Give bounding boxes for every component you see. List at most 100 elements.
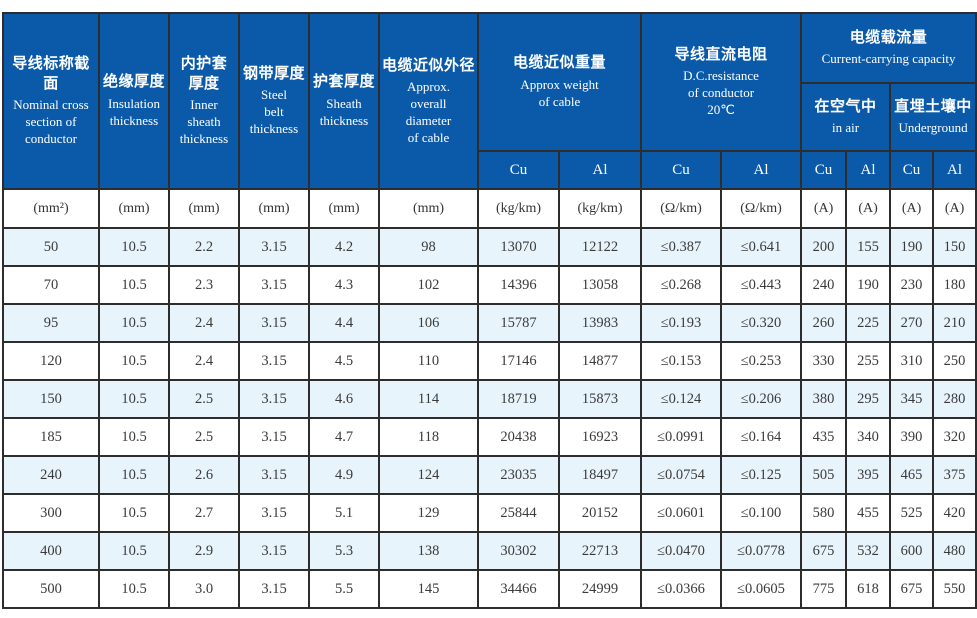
cell: 10.5 — [98, 531, 170, 571]
table-row: 400 10.5 2.9 3.15 5.3 138 30302 22713 ≤0.0470 ≤0.… — [2, 531, 977, 571]
header-zh-text: 绝缘厚度 — [102, 74, 165, 91]
cell: 150 — [932, 227, 977, 267]
cell: 280 — [932, 379, 977, 419]
cell: 10.5 — [98, 493, 170, 533]
cell: 250 — [932, 341, 977, 381]
cell: 98 — [378, 227, 479, 267]
cell: 10.5 — [98, 227, 170, 267]
cell: ≤0.153 — [640, 341, 723, 381]
col-header-overall-diameter: 电缆近似外径 Approx. overall diameter of cable — [378, 12, 479, 190]
cell: 3.15 — [238, 227, 310, 267]
table-row: 95 10.5 2.4 3.15 4.4 106 15787 13983 ≤0.193 ≤0.32… — [2, 303, 977, 343]
unit-cell: (kg/km) — [557, 188, 643, 229]
unit-cell: (A) — [889, 188, 935, 229]
cell: 500 — [2, 569, 100, 609]
col-header-nominal-section: 导线标称截面 Nominal cross section of conducto… — [2, 12, 100, 190]
cell: 240 — [800, 265, 848, 305]
header-en-text: Approx. overall diameter of cable — [405, 78, 452, 145]
unit-cell: (kg/km) — [477, 188, 560, 229]
cell: 17146 — [477, 341, 560, 381]
cell: 30302 — [477, 531, 560, 571]
cell: 2.4 — [168, 341, 240, 381]
cell: 10.5 — [98, 265, 170, 305]
units-row: (mm²) (mm) (mm) (mm) (mm) (mm) (kg/km) (… — [2, 188, 977, 229]
col-header-inner-sheath-thickness: 内护套 厚度 Inner sheath thickness — [168, 12, 240, 190]
cell: 3.15 — [238, 455, 310, 495]
cell: ≤0.387 — [640, 227, 723, 267]
unit-cell: (Ω/km) — [640, 188, 723, 229]
unit-cell: (A) — [932, 188, 977, 229]
table-row: 300 10.5 2.7 3.15 5.1 129 25844 20152 ≤0.0601 ≤0.… — [2, 493, 977, 533]
cell: 15873 — [557, 379, 643, 419]
cell: 330 — [800, 341, 848, 381]
header-en-text: Nominal cross section of conductor — [13, 97, 89, 147]
cell: 3.15 — [238, 417, 310, 457]
subgroup-header-underground: 直埋土壤中 Underground — [889, 82, 977, 152]
cell: 10.5 — [98, 341, 170, 381]
cell: 145 — [378, 569, 479, 609]
cell: 13058 — [557, 265, 643, 305]
cell: ≤0.268 — [640, 265, 723, 305]
header-en-text: Inner sheath thickness — [179, 97, 229, 147]
cell: 532 — [845, 531, 892, 571]
header-en-text: Current-carrying capacity — [821, 51, 956, 67]
cell: 375 — [932, 455, 977, 495]
unit-cell: (A) — [800, 188, 848, 229]
metal-header-weight-al: Al — [557, 150, 643, 190]
cell: 102 — [378, 265, 479, 305]
cell: 190 — [845, 265, 892, 305]
cell: 200 — [800, 227, 848, 267]
cell: 15787 — [477, 303, 560, 343]
cell: 138 — [378, 531, 479, 571]
cell: 775 — [800, 569, 848, 609]
cell: 4.3 — [308, 265, 380, 305]
cell: 12122 — [557, 227, 643, 267]
cell: 380 — [800, 379, 848, 419]
col-header-sheath-thickness: 护套厚度 Sheath thickness — [308, 12, 380, 190]
cell: 270 — [889, 303, 935, 343]
cell: ≤0.193 — [640, 303, 723, 343]
table-row: 240 10.5 2.6 3.15 4.9 124 23035 18497 ≤0.0754 ≤0.… — [2, 455, 977, 495]
cell: ≤0.0605 — [720, 569, 803, 609]
header-en-text: Approx weight of cable — [520, 76, 599, 109]
cell: ≤0.0778 — [720, 531, 803, 571]
cable-spec-table: 导线标称截面 Nominal cross section of conducto… — [2, 12, 977, 609]
cell: 2.9 — [168, 531, 240, 571]
subgroup-header-in-air: 在空气中 in air — [800, 82, 892, 152]
cell: 185 — [2, 417, 100, 457]
cell: 16923 — [557, 417, 643, 457]
cell: 18497 — [557, 455, 643, 495]
cell: 5.5 — [308, 569, 380, 609]
cell: 390 — [889, 417, 935, 457]
cell: 24999 — [557, 569, 643, 609]
cell: 395 — [845, 455, 892, 495]
header-zh-text: 导线标称截面 — [12, 55, 90, 93]
metal-header-resistance-cu: Cu — [640, 150, 723, 190]
cell: 50 — [2, 227, 100, 267]
metal-header-resistance-al: Al — [720, 150, 803, 190]
header-en-text: Underground — [898, 120, 968, 136]
cell: 465 — [889, 455, 935, 495]
unit-cell: (mm) — [98, 188, 170, 229]
cell: ≤0.443 — [720, 265, 803, 305]
cell: ≤0.206 — [720, 379, 803, 419]
cell: 106 — [378, 303, 479, 343]
cell: 420 — [932, 493, 977, 533]
cell: 4.9 — [308, 455, 380, 495]
cell: 3.15 — [238, 341, 310, 381]
table-row: 185 10.5 2.5 3.15 4.7 118 20438 16923 ≤0.0991 ≤0.… — [2, 417, 977, 457]
cell: 3.15 — [238, 265, 310, 305]
header-zh-text: 导线直流电阻 — [674, 47, 768, 64]
cell: 70 — [2, 265, 100, 305]
cell: 14396 — [477, 265, 560, 305]
cell: 124 — [378, 455, 479, 495]
header-zh-text: 内护套 厚度 — [180, 55, 228, 93]
cell: 2.2 — [168, 227, 240, 267]
cell: 295 — [845, 379, 892, 419]
cell: ≤0.100 — [720, 493, 803, 533]
cell: 5.3 — [308, 531, 380, 571]
cell: 13983 — [557, 303, 643, 343]
cell: 13070 — [477, 227, 560, 267]
cell: 4.4 — [308, 303, 380, 343]
group-header-approx-weight: 电缆近似重量 Approx weight of cable — [476, 12, 643, 152]
